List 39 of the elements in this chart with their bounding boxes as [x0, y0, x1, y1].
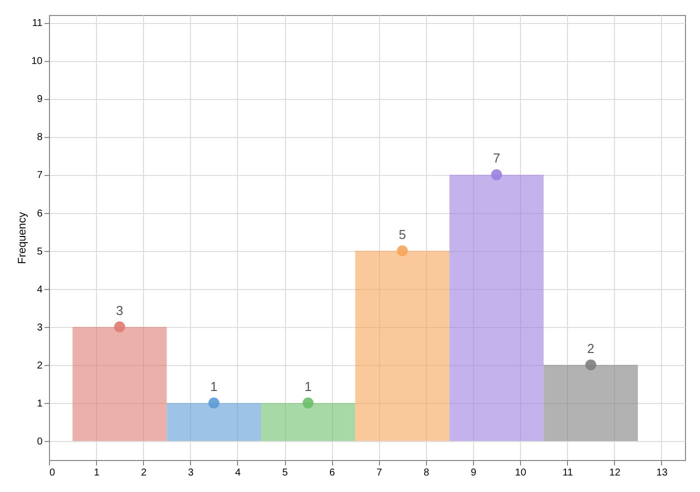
point	[114, 321, 126, 332]
data-label: 1	[210, 378, 218, 394]
x-tick-label: 8	[424, 468, 430, 478]
x-tick-label: 4	[235, 468, 242, 478]
y-tick-label: 7	[36, 170, 43, 182]
x-tick-label: 5	[282, 468, 288, 478]
x-tick-label: 1	[94, 468, 100, 478]
x-tick-label: 2	[140, 468, 147, 478]
point	[396, 245, 408, 256]
data-label: 5	[398, 226, 406, 242]
point	[491, 169, 502, 180]
y-tick-label: 0	[36, 436, 43, 448]
x-tick-label: 10	[515, 468, 527, 478]
y-tick-label: 2	[36, 360, 43, 372]
x-tick-label: 12	[609, 468, 621, 478]
point	[208, 397, 220, 408]
x-tick-label: 3	[188, 468, 194, 478]
y-tick-label: 4	[36, 284, 43, 296]
y-tick-label: 8	[36, 132, 43, 144]
y-tick-label: 10	[31, 56, 43, 68]
x-tick-label: 13	[656, 468, 668, 478]
x-tick-label: 0	[50, 468, 56, 478]
y-axis-title: Frequency	[16, 212, 28, 264]
y-tick-label: 5	[36, 246, 43, 258]
point	[302, 397, 314, 408]
x-tick-label: 6	[329, 468, 336, 478]
y-tick-label: 11	[32, 18, 43, 30]
y-tick-label: 9	[36, 94, 43, 106]
x-tick-label: 7	[376, 468, 382, 478]
y-tick-label: 1	[36, 398, 43, 410]
x-tick-label: 11	[562, 468, 574, 478]
data-label: 1	[304, 378, 312, 394]
point	[585, 359, 596, 370]
y-tick-label: 3	[36, 322, 43, 334]
data-label: 7	[492, 150, 500, 166]
x-tick-label: 9	[470, 468, 477, 478]
data-label: 3	[116, 302, 124, 318]
data-label: 2	[587, 340, 594, 356]
y-tick-label: 6	[36, 208, 43, 220]
